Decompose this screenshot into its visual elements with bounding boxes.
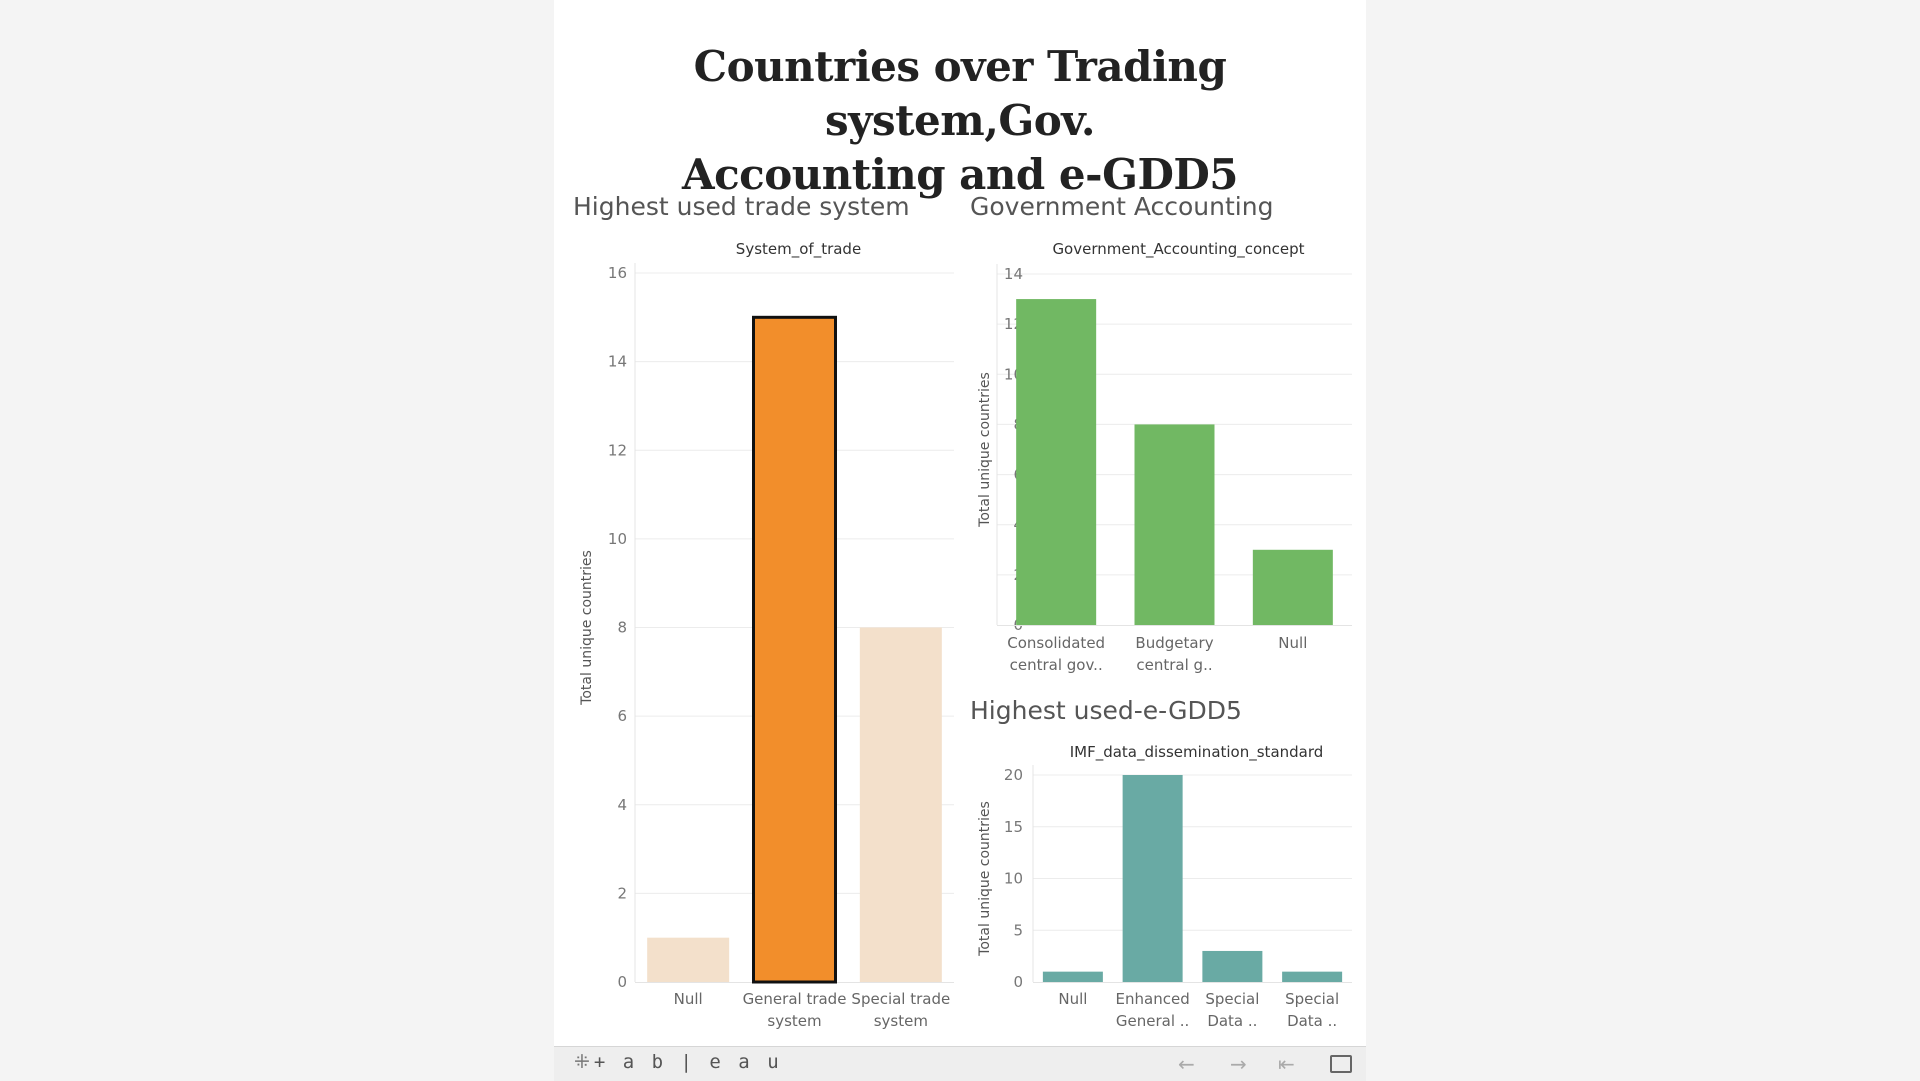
chart-e-gdd5[interactable]: IMF_data_dissemination_standard 0 5 10 15 20 T…: [977, 743, 1352, 1030]
y-axis-title: Total unique countries: [977, 801, 993, 957]
x-category-label: General ..: [1116, 1012, 1189, 1030]
tableau-toolbar: ⁜ + a b | e a u ← → ⇤: [554, 1046, 1366, 1081]
bar-enhanced-general[interactable]: [1122, 775, 1183, 982]
bar-null[interactable]: [1252, 549, 1333, 625]
tableau-logo[interactable]: ⁜ + a b | e a u: [574, 1051, 782, 1073]
x-category-label: Null: [1058, 990, 1087, 1008]
y-tick-label: 12: [608, 441, 627, 459]
x-category-label: Null: [1278, 634, 1307, 652]
tableau-logo-text: + a b | e a u: [593, 1051, 782, 1073]
bar-special-data[interactable]: [1282, 971, 1343, 982]
bar-general-trade-system[interactable]: [752, 315, 837, 984]
y-tick-label: 5: [1013, 921, 1023, 939]
x-category-label: system: [767, 1012, 821, 1030]
panel-title-e-gdd5: Highest used-e-GDD5: [970, 696, 1242, 725]
chart-trade-system[interactable]: System_of_trade 0 2 4 6 8 10 12 14 16 Total unique…: [579, 240, 954, 1030]
bar-special-trade-system[interactable]: [859, 627, 942, 983]
fullscreen-icon[interactable]: [1330, 1055, 1352, 1073]
chart-canvas: System_of_trade 0 2 4 6 8 10 12 14 16 Total unique…: [579, 240, 1352, 1030]
bar-budgetary-central-g[interactable]: [1134, 424, 1215, 625]
y-tick-label: 15: [1004, 818, 1023, 836]
x-category-label: Data ..: [1287, 1012, 1337, 1030]
bar-null[interactable]: [1042, 971, 1103, 982]
x-category-label: Special: [1205, 990, 1259, 1008]
bar-consolidated-central-gov[interactable]: [1016, 299, 1097, 625]
dashboard-title-line2: Accounting and e-GDD5: [681, 150, 1239, 199]
y-tick-label: 6: [617, 707, 627, 725]
x-category-label: Null: [674, 990, 703, 1008]
x-category-label: Special: [1285, 990, 1339, 1008]
dashboard-title: Countries over Trading system,Gov. Accou…: [554, 40, 1366, 202]
chart-government-accounting[interactable]: Government_Accounting_concept02468101214…: [977, 240, 1352, 674]
x-category-label: central g..: [1136, 656, 1212, 674]
y-tick-label: 0: [1013, 973, 1023, 991]
revert-to-start-icon[interactable]: ⇤: [1278, 1052, 1295, 1076]
y-tick-label: 20: [1004, 766, 1023, 784]
y-tick-label: 2: [617, 884, 627, 902]
x-category-label: central gov..: [1010, 656, 1103, 674]
y-tick-label: 10: [1004, 870, 1023, 888]
x-category-label: Budgetary: [1135, 634, 1213, 652]
y-tick-label: 8: [617, 619, 627, 637]
bar-special-data[interactable]: [1202, 950, 1263, 982]
dashboard: Countries over Trading system,Gov. Accou…: [554, 0, 1366, 1081]
y-tick-label: 10: [608, 530, 627, 548]
x-category-label: Enhanced: [1116, 990, 1190, 1008]
chart-header: IMF_data_dissemination_standard: [1070, 743, 1324, 762]
chart-header: Government_Accounting_concept: [1052, 240, 1304, 259]
y-tick-label: 4: [617, 796, 627, 814]
arrow-left-icon[interactable]: ←: [1178, 1052, 1195, 1076]
x-category-label: system: [874, 1012, 928, 1030]
panel-title-trade-system: Highest used trade system: [573, 192, 910, 221]
x-category-label: Special trade: [851, 990, 950, 1008]
dashboard-title-line1: Countries over Trading system,Gov.: [693, 42, 1227, 145]
y-tick-label: 0: [617, 973, 627, 991]
tableau-mark-icon: ⁜: [574, 1051, 590, 1073]
y-axis-title: Total unique countries: [977, 372, 993, 528]
x-category-label: Data ..: [1207, 1012, 1257, 1030]
y-axis-title: Total unique countries: [579, 550, 595, 706]
y-tick-label: 14: [1004, 265, 1023, 283]
chart-header: System_of_trade: [736, 240, 861, 259]
y-tick-label: 14: [608, 353, 627, 371]
panel-title-government-accounting: Government Accounting: [970, 192, 1274, 221]
y-tick-label: 16: [608, 264, 627, 282]
x-category-label: Consolidated: [1007, 634, 1105, 652]
x-category-label: General trade: [743, 990, 847, 1008]
bar-null[interactable]: [647, 937, 730, 982]
arrow-right-icon[interactable]: →: [1230, 1052, 1247, 1076]
